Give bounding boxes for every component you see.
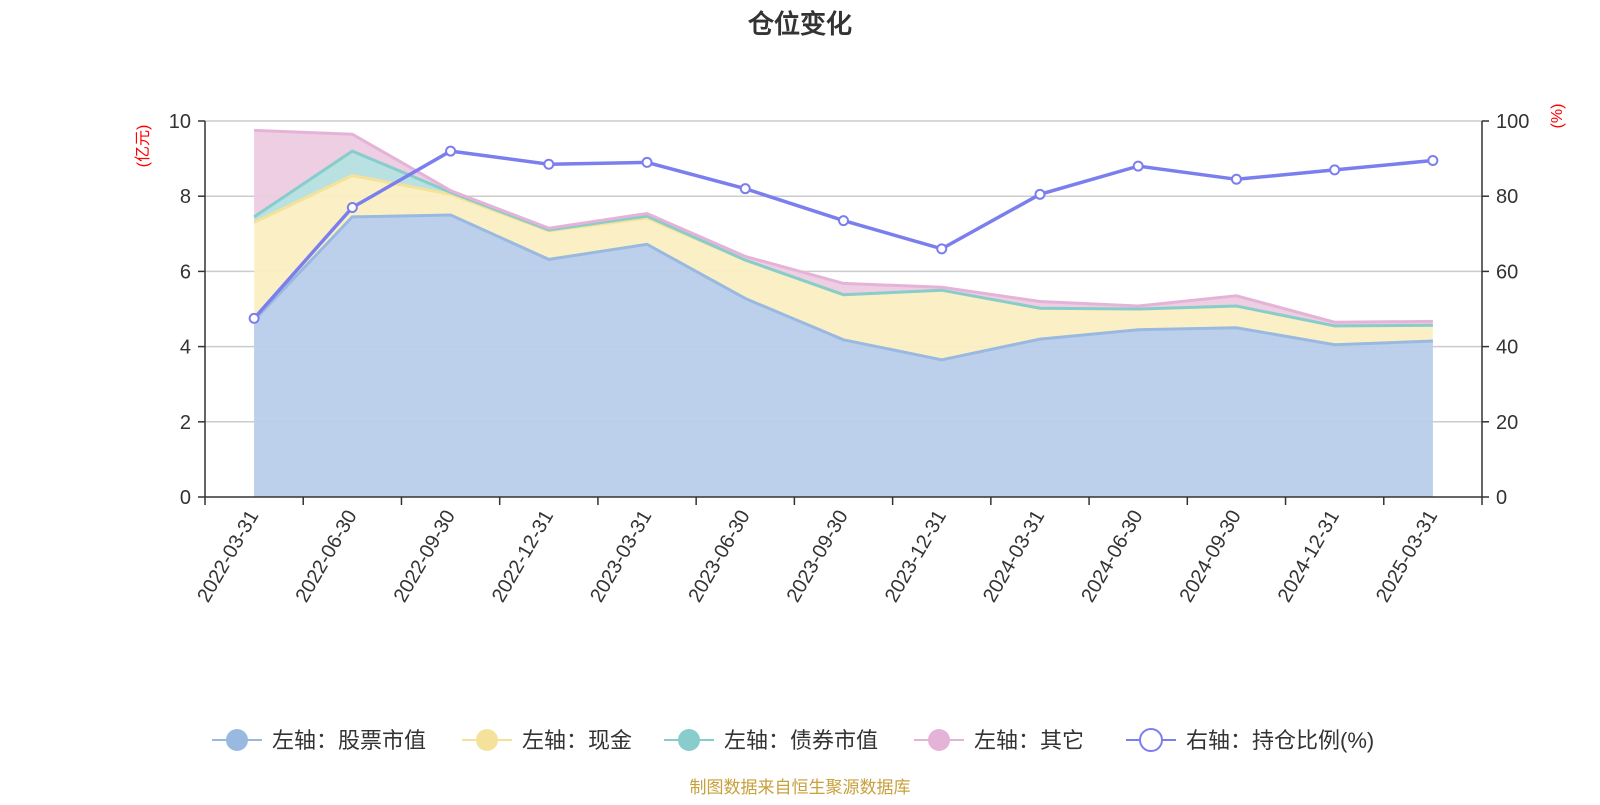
left-axis-tick-label: 6	[180, 261, 191, 283]
left-axis-unit: (亿元)	[134, 125, 152, 168]
legend-item: 左轴：股票市值	[212, 728, 426, 753]
series-2-area	[254, 175, 1433, 360]
x-axis-label: 2024-06-30	[1077, 507, 1147, 607]
ratio-point	[248, 312, 260, 324]
x-axis-label: 2025-03-31	[1372, 507, 1442, 607]
source-note: 制图数据来自恒生聚源数据库	[690, 778, 911, 797]
x-axis-label: 2022-06-30	[291, 507, 361, 607]
legend-marker-icon	[928, 729, 950, 751]
legend-label: 左轴：现金	[522, 728, 632, 753]
ratio-point	[1427, 154, 1439, 166]
legend-label: 左轴：债券市值	[724, 728, 878, 753]
x-axis-label: 2023-09-30	[783, 507, 853, 607]
legend-label: 左轴：股票市值	[272, 728, 426, 753]
legend-label: 左轴：其它	[974, 728, 1084, 753]
right-axis-tick-label: 0	[1496, 487, 1507, 509]
legend-marker-icon	[226, 729, 248, 751]
ratio-point	[936, 243, 948, 255]
x-axis-label: 2022-03-31	[193, 507, 263, 607]
ratio-point	[838, 215, 849, 227]
stacked-areas	[253, 128, 1433, 497]
legend-marker-icon	[476, 729, 498, 751]
legend: 左轴：股票市值 左轴：现金 左轴：债券市值 左轴：其它 右轴：持仓比例(%)	[212, 728, 1374, 753]
chart-title: 仓位变化	[747, 9, 852, 39]
legend-item: 左轴：现金	[462, 728, 632, 753]
series-4-area	[254, 130, 1433, 326]
x-axis-label: 2024-03-31	[979, 507, 1049, 607]
ratio-point	[1034, 188, 1046, 200]
left-axis-tick-label: 2	[180, 412, 191, 434]
x-axis-label: 2023-06-30	[684, 507, 754, 607]
x-axis-label: 2024-09-30	[1176, 507, 1246, 607]
ratio-point	[739, 183, 751, 195]
right-axis-tick-label: 100	[1496, 111, 1529, 133]
right-axis-tick-label: 80	[1496, 186, 1518, 208]
ratio-point	[1329, 164, 1341, 176]
ratio-point	[543, 158, 555, 170]
left-axis-tick-label: 8	[180, 186, 191, 208]
ratio-point	[445, 145, 457, 157]
left-axis-tick-label: 0	[180, 487, 191, 509]
legend-item: 左轴：其它	[914, 728, 1084, 753]
legend-label: 右轴：持仓比例(%)	[1186, 728, 1374, 753]
x-axis-label: 2023-12-31	[881, 507, 951, 607]
x-axis-label: 2022-09-30	[390, 507, 460, 607]
left-axis-tick-label: 4	[180, 337, 191, 359]
series-3-area	[254, 151, 1433, 326]
legend-item: 左轴：债券市值	[664, 728, 878, 753]
series-1-outline	[253, 213, 1433, 362]
ratio-point	[641, 156, 653, 168]
x-axis-label: 2023-03-31	[586, 507, 656, 607]
left-axis-tick-label: 10	[169, 111, 191, 133]
series-1-area	[254, 215, 1433, 497]
ratio-line-series	[248, 145, 1439, 324]
x-axis-label: 2024-12-31	[1274, 507, 1344, 607]
right-axis-unit: (%)	[1549, 104, 1566, 129]
ratio-point	[346, 201, 358, 213]
right-axis-tick-label: 60	[1496, 261, 1518, 283]
legend-item: 右轴：持仓比例(%)	[1126, 728, 1374, 753]
right-axis-tick-label: 40	[1496, 337, 1518, 359]
right-axis-tick-label: 20	[1496, 412, 1518, 434]
ratio-point	[1132, 160, 1144, 172]
legend-marker-icon	[678, 729, 700, 751]
ratio-point	[1230, 173, 1242, 185]
x-axis-label: 2022-12-31	[488, 507, 558, 607]
series-3-outline	[253, 149, 1433, 328]
legend-marker-icon	[1139, 728, 1163, 752]
series-4-outline	[254, 128, 1433, 324]
